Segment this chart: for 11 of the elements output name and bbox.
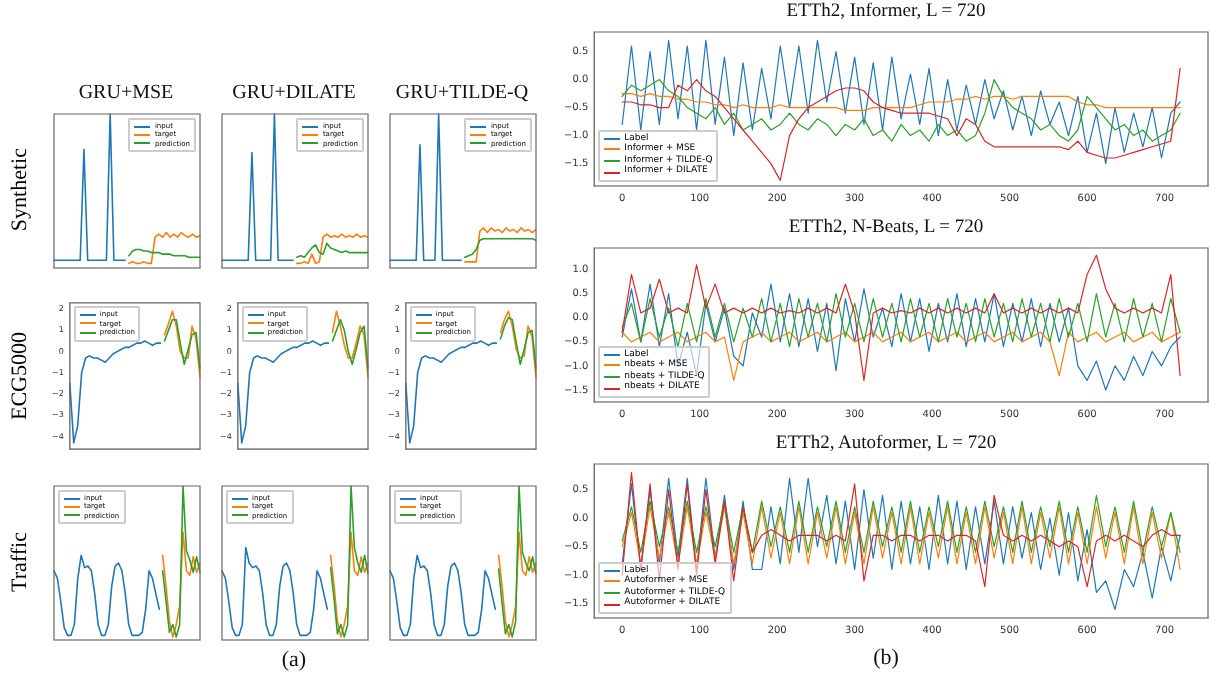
chart-title: GRU+MSE: [78, 82, 174, 104]
chart-title: GRU+DILATE: [232, 82, 356, 104]
chart-title: ETTh2, N-Beats, L = 720: [786, 218, 986, 238]
chart-title: ETTh2, Informer, L = 720: [784, 2, 988, 22]
text: (a): [279, 648, 309, 672]
y-axis-title: ECG5000: [8, 332, 32, 420]
chart-title: ETTh2, Autoformer, L = 720: [773, 434, 999, 454]
chart-title: GRU+TILDE-Q: [395, 82, 529, 104]
y-axis-title: Traffic: [8, 532, 32, 592]
y-axis-title: Synthetic: [8, 148, 32, 232]
text: (b): [871, 646, 901, 670]
